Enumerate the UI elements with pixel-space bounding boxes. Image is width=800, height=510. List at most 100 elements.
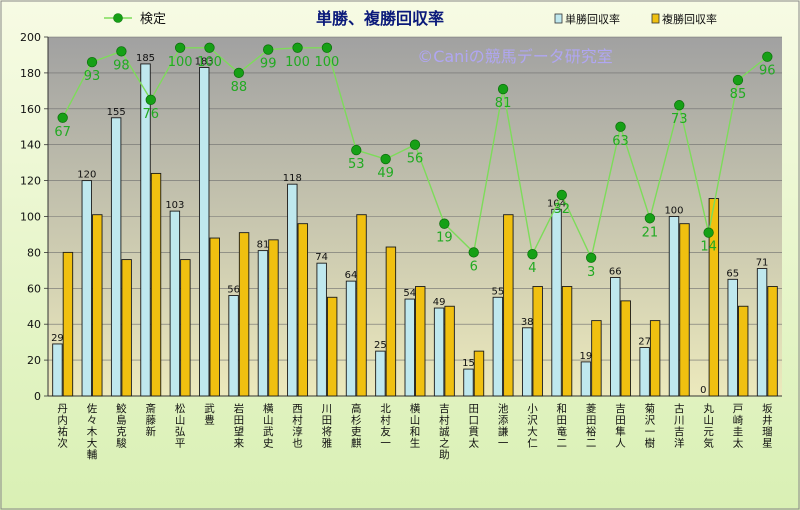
- legend-line-marker: [113, 13, 123, 23]
- x-category-label: 田口貫太: [468, 403, 479, 450]
- test-line: 67 93 98 76 100 100 88 99 100 100 53 49 56 19 6 81 4 32 3 6…: [54, 42, 776, 280]
- test-value-label: 67: [54, 125, 71, 140]
- bar-place-return: [473, 350, 485, 397]
- bar-win-return: [463, 368, 474, 397]
- bar-place-return: [356, 214, 367, 397]
- bar-value-label: 15: [462, 358, 475, 369]
- bar-place-return: [738, 305, 749, 397]
- test-value-label: 49: [377, 166, 394, 181]
- bar-value-label: 49: [433, 297, 446, 308]
- y-tick-label: 80: [27, 246, 41, 259]
- test-value-label: 53: [348, 157, 365, 172]
- test-value-label: 14: [700, 240, 717, 255]
- x-category-label: 菊沢一樹: [645, 403, 656, 450]
- test-marker: [57, 112, 68, 123]
- test-marker: [703, 227, 714, 238]
- bar-value-label: 54: [403, 288, 416, 299]
- bar-place-return: [92, 214, 103, 397]
- bars: [52, 63, 778, 397]
- x-category-label: 坂井瑠星: [762, 403, 773, 450]
- bar-place-return: [385, 246, 397, 397]
- bar-win-return: [199, 67, 210, 397]
- legend-bar1-swatch: [554, 13, 563, 24]
- test-marker: [762, 51, 773, 62]
- test-marker: [527, 249, 538, 260]
- y-tick-label: 60: [27, 282, 41, 295]
- test-marker: [233, 67, 244, 79]
- x-category-label: 川田将雅: [322, 403, 333, 450]
- x-category-label: 北村友一: [380, 403, 391, 450]
- test-marker: [321, 42, 333, 53]
- bar-place-return: [561, 286, 573, 397]
- y-tick-label: 180: [20, 67, 41, 80]
- x-category-label: 古川吉洋: [674, 402, 685, 450]
- test-value-label: 88: [231, 80, 248, 95]
- test-value-label: 19: [436, 231, 453, 246]
- test-marker: [351, 144, 362, 156]
- y-tick-label: 120: [20, 175, 41, 188]
- y-tick-label: 100: [20, 211, 41, 224]
- bar-place-return: [620, 300, 631, 397]
- bar-value-label: 81: [257, 240, 270, 251]
- test-marker: [497, 83, 509, 95]
- test-marker: [732, 74, 744, 86]
- test-marker: [586, 252, 597, 263]
- bar-place-return: [532, 286, 543, 397]
- test-marker: [204, 42, 215, 53]
- bar-win-return: [169, 210, 181, 397]
- test-marker: [263, 44, 274, 55]
- legend-bar2-swatch: [651, 13, 660, 24]
- bar-value-label: 71: [756, 258, 769, 269]
- x-category-label: 横山和生: [410, 402, 421, 450]
- test-marker: [556, 189, 567, 201]
- bar-win-return: [316, 262, 327, 397]
- x-category-label: 戸崎圭太: [733, 403, 744, 450]
- test-value-label: 85: [730, 87, 747, 102]
- x-category-label: 西村淳也: [292, 403, 303, 450]
- bar-value-label: 103: [165, 200, 184, 211]
- x-category-label: 菱田裕二: [586, 403, 597, 450]
- x-category-label: 和田竜二: [557, 403, 568, 450]
- bar-place-return: [121, 259, 132, 397]
- bar-win-return: [551, 208, 562, 397]
- bar-place-return: [238, 232, 250, 397]
- test-value-label: 6: [470, 259, 478, 274]
- x-category-label: 池添謙一: [498, 402, 509, 450]
- bar-value-label: 65: [726, 268, 739, 279]
- x-category-label: 松山弘平: [175, 402, 186, 450]
- test-value-label: 98: [113, 58, 130, 73]
- test-marker: [292, 42, 303, 53]
- x-category-label: 丸山元気: [703, 402, 714, 450]
- test-value-label: 100: [197, 55, 222, 70]
- test-marker: [86, 56, 98, 68]
- bar-win-return: [521, 327, 533, 397]
- bar-value-label: 183: [195, 57, 214, 68]
- x-category-label: 鮫島克駿: [116, 402, 127, 450]
- test-value-label: 56: [407, 152, 424, 167]
- test-value-label: 76: [142, 107, 159, 122]
- bar-place-return: [180, 259, 191, 397]
- x-category-label: 吉村誠之助: [439, 403, 450, 461]
- legend-bar2-label: 複勝回収率: [662, 12, 717, 26]
- bar-value-label: 74: [315, 252, 328, 263]
- bar-value-label: 120: [77, 170, 96, 181]
- bar-place-return: [767, 286, 778, 397]
- bar-win-return: [287, 183, 298, 397]
- bar-place-return: [679, 223, 690, 397]
- test-value-label: 3: [587, 265, 595, 280]
- bar-win-return: [375, 350, 386, 397]
- bar-place-return: [297, 223, 309, 397]
- test-marker: [644, 213, 656, 224]
- bar-place-return: [649, 320, 661, 397]
- test-value-label: 93: [84, 69, 101, 84]
- bar-value-label: 100: [664, 206, 683, 217]
- test-value-label: 4: [528, 261, 536, 276]
- x-category-label: 吉田隼人: [615, 403, 626, 450]
- y-tick-label: 20: [27, 354, 41, 367]
- test-marker: [468, 247, 479, 258]
- test-marker: [380, 153, 391, 165]
- bar-place-return: [326, 296, 338, 397]
- bar-win-return: [610, 277, 621, 397]
- bar-value-labels: 2912015518510318356811187464255449155538…: [51, 53, 768, 396]
- bar-place-return: [444, 305, 455, 397]
